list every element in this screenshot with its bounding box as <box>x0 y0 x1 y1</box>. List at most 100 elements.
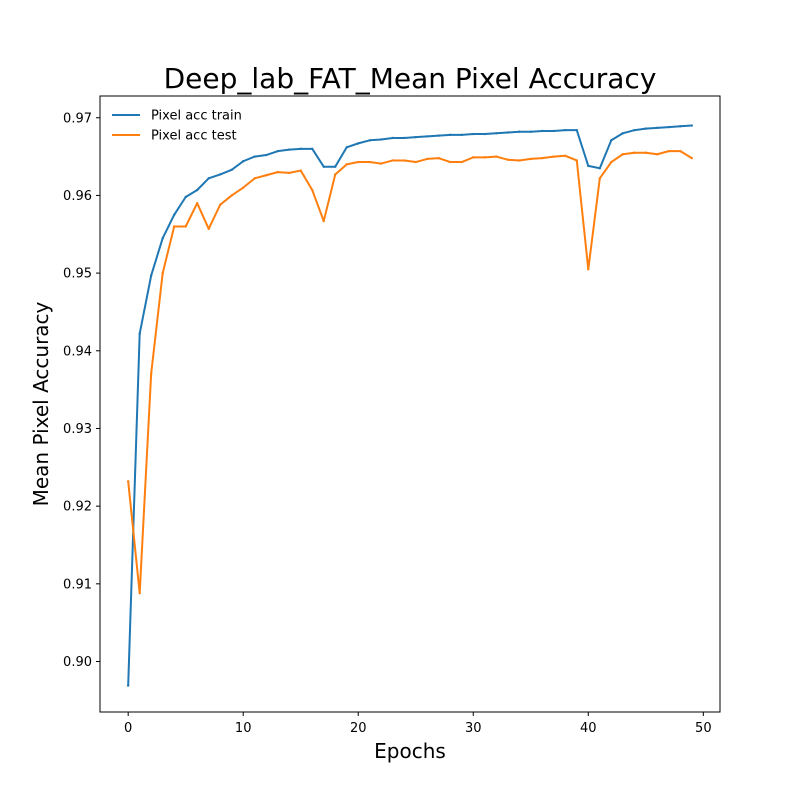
data-point-1-27 <box>437 156 440 160</box>
data-point-1-44 <box>633 151 636 154</box>
data-point-0-40 <box>587 164 590 168</box>
legend-label-test: Pixel acc test <box>151 129 237 144</box>
data-point-0-38 <box>564 128 567 132</box>
data-point-1-19 <box>345 163 348 166</box>
data-point-0-20 <box>357 142 360 145</box>
data-point-0-3 <box>161 236 164 240</box>
data-point-0-29 <box>460 133 463 137</box>
data-point-0-35 <box>529 130 532 133</box>
data-point-0-37 <box>552 129 555 133</box>
chart-title: Deep_lab_FAT_Mean Pixel Accuracy <box>164 62 657 95</box>
data-point-0-32 <box>495 132 498 135</box>
data-point-0-47 <box>667 125 671 129</box>
legend: Pixel acc train Pixel acc test <box>112 109 242 144</box>
data-point-0-13 <box>276 149 279 153</box>
data-point-1-21 <box>368 160 371 164</box>
data-point-1-0 <box>126 480 130 483</box>
legend-label-train: Pixel acc train <box>151 109 242 124</box>
data-point-1-13 <box>276 170 279 174</box>
data-point-1-38 <box>564 154 567 158</box>
data-point-1-45 <box>644 151 648 154</box>
data-point-0-42 <box>610 139 613 142</box>
data-point-0-4 <box>172 213 176 217</box>
x-axis-label: Epochs <box>374 739 446 763</box>
data-point-0-48 <box>679 125 682 128</box>
data-point-1-43 <box>621 153 624 156</box>
data-point-0-36 <box>541 129 544 133</box>
data-point-1-26 <box>426 157 429 161</box>
data-point-1-12 <box>265 174 268 177</box>
data-point-1-22 <box>380 162 383 165</box>
data-point-1-30 <box>472 156 475 159</box>
data-point-1-23 <box>391 159 394 162</box>
data-point-0-46 <box>656 126 659 130</box>
data-point-1-4 <box>172 225 176 228</box>
data-point-1-9 <box>230 194 233 197</box>
data-point-1-46 <box>656 153 659 156</box>
data-point-0-16 <box>311 147 314 151</box>
data-point-0-33 <box>506 131 509 134</box>
data-point-1-32 <box>495 155 498 158</box>
data-point-1-31 <box>483 156 486 159</box>
data-point-0-41 <box>598 167 601 170</box>
data-point-1-2 <box>149 372 153 375</box>
data-point-0-11 <box>253 155 256 158</box>
data-point-1-18 <box>334 173 337 176</box>
data-point-0-12 <box>265 153 268 157</box>
data-point-1-48 <box>679 149 682 153</box>
series-line-0 <box>127 124 692 686</box>
data-point-0-25 <box>414 135 417 139</box>
data-point-1-11 <box>253 177 256 180</box>
data-point-0-21 <box>368 139 371 142</box>
data-point-1-5 <box>184 225 187 228</box>
data-point-0-0 <box>126 684 130 687</box>
data-point-0-14 <box>288 148 291 151</box>
data-point-0-43 <box>621 132 624 135</box>
data-point-0-28 <box>449 133 452 137</box>
y-tick-label: 0.93 <box>63 422 92 437</box>
y-tick-label: 0.94 <box>63 344 92 359</box>
data-point-0-31 <box>483 132 486 136</box>
x-tick-label: 30 <box>465 721 482 736</box>
data-point-1-10 <box>242 186 245 189</box>
data-point-0-49 <box>690 124 694 127</box>
data-point-1-8 <box>219 203 222 206</box>
data-point-1-33 <box>506 158 509 161</box>
data-point-0-44 <box>633 128 636 132</box>
data-point-0-1 <box>138 332 141 335</box>
data-point-1-7 <box>207 227 210 231</box>
data-point-0-39 <box>575 128 578 132</box>
data-point-0-27 <box>437 134 440 137</box>
data-point-0-7 <box>207 177 210 180</box>
data-point-0-45 <box>644 127 648 130</box>
y-tick-label: 0.90 <box>63 655 92 670</box>
data-point-1-36 <box>541 156 544 160</box>
y-tick-label: 0.96 <box>63 189 92 204</box>
x-tick-label: 40 <box>580 721 597 736</box>
data-point-1-41 <box>598 177 601 180</box>
data-point-1-42 <box>610 160 613 164</box>
data-point-0-34 <box>518 130 521 133</box>
data-point-1-24 <box>403 159 406 162</box>
y-tick-label: 0.91 <box>63 577 92 592</box>
data-point-1-15 <box>299 169 302 172</box>
data-point-0-2 <box>149 274 153 277</box>
data-point-1-16 <box>311 188 314 192</box>
x-tick-label: 10 <box>235 721 252 736</box>
data-point-0-24 <box>403 136 406 140</box>
data-point-1-20 <box>357 160 360 164</box>
data-point-1-34 <box>518 159 521 162</box>
data-point-0-26 <box>426 135 429 138</box>
y-tick-label: 0.92 <box>63 500 92 515</box>
data-point-0-23 <box>391 136 394 140</box>
data-point-1-6 <box>196 202 199 205</box>
data-point-0-19 <box>345 146 348 149</box>
data-point-1-14 <box>288 171 291 175</box>
data-point-1-3 <box>161 271 164 275</box>
data-point-0-6 <box>196 188 199 192</box>
data-point-1-29 <box>460 160 463 164</box>
data-point-0-17 <box>322 165 325 168</box>
data-point-1-35 <box>529 157 532 161</box>
data-point-0-10 <box>242 160 245 163</box>
